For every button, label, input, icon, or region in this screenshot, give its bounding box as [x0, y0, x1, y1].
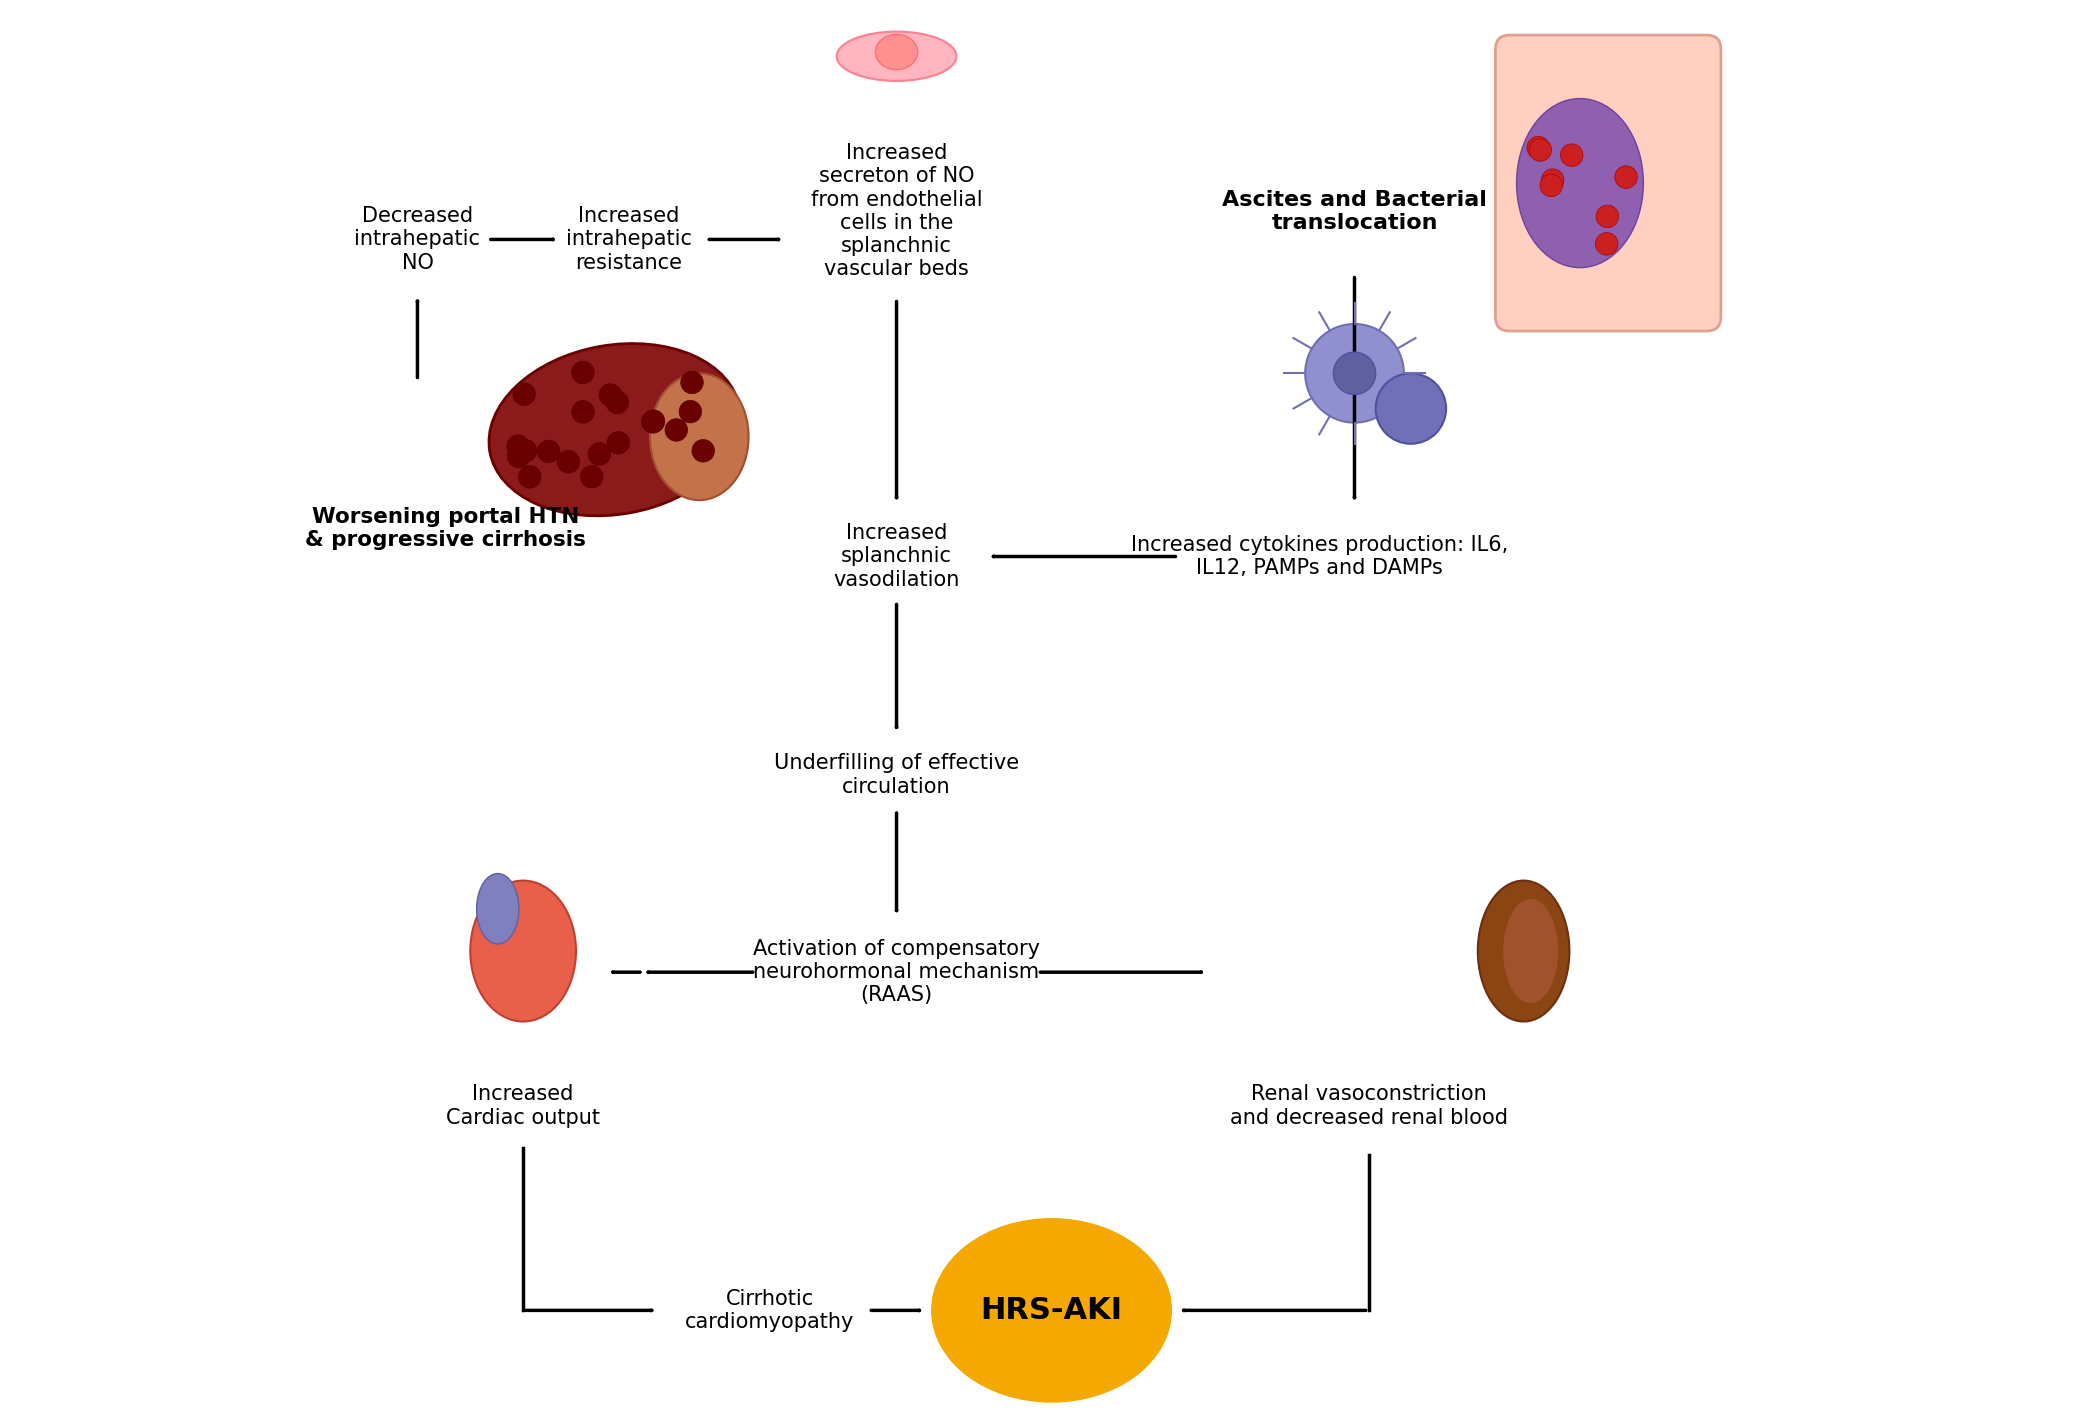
- Circle shape: [641, 411, 664, 433]
- Ellipse shape: [1502, 898, 1558, 1003]
- Text: Cirrhotic
cardiomyopathy: Cirrhotic cardiomyopathy: [685, 1289, 854, 1332]
- Circle shape: [1527, 137, 1550, 159]
- Circle shape: [581, 465, 604, 488]
- Circle shape: [691, 440, 714, 462]
- Circle shape: [608, 431, 629, 454]
- Ellipse shape: [1517, 98, 1644, 268]
- Circle shape: [514, 440, 537, 462]
- Circle shape: [641, 410, 664, 433]
- Circle shape: [508, 445, 531, 468]
- Circle shape: [1529, 138, 1552, 161]
- Ellipse shape: [476, 874, 518, 943]
- Circle shape: [572, 361, 593, 384]
- Text: Increased
secreton of NO
from endothelial
cells in the
splanchnic
vascular beds: Increased secreton of NO from endothelia…: [811, 144, 982, 279]
- Circle shape: [600, 384, 623, 407]
- Circle shape: [572, 401, 593, 423]
- Text: Decreased
intrahepatic
NO: Decreased intrahepatic NO: [355, 206, 480, 273]
- Text: Renal vasoconstriction
and decreased renal blood: Renal vasoconstriction and decreased ren…: [1230, 1084, 1508, 1127]
- Circle shape: [1596, 232, 1619, 255]
- Text: Increased
intrahepatic
resistance: Increased intrahepatic resistance: [566, 206, 691, 273]
- Circle shape: [1560, 144, 1583, 166]
- Circle shape: [1377, 373, 1446, 444]
- Circle shape: [558, 451, 579, 472]
- Circle shape: [1542, 169, 1565, 192]
- Text: Increased
splanchnic
vasodilation: Increased splanchnic vasodilation: [834, 524, 959, 589]
- Ellipse shape: [932, 1218, 1172, 1402]
- Ellipse shape: [1477, 881, 1569, 1022]
- Ellipse shape: [838, 31, 957, 81]
- Circle shape: [664, 418, 687, 441]
- Ellipse shape: [470, 881, 577, 1022]
- Circle shape: [1540, 174, 1563, 196]
- Text: Underfilling of effective
circulation: Underfilling of effective circulation: [775, 753, 1019, 797]
- Circle shape: [589, 443, 610, 465]
- Circle shape: [1596, 205, 1619, 228]
- Text: Increased
Cardiac output: Increased Cardiac output: [447, 1084, 600, 1127]
- Ellipse shape: [489, 343, 740, 515]
- Text: Increased cytokines production: IL6,
IL12, PAMPs and DAMPs: Increased cytokines production: IL6, IL1…: [1130, 535, 1508, 578]
- Circle shape: [1333, 351, 1377, 394]
- Circle shape: [537, 440, 560, 462]
- Ellipse shape: [650, 373, 748, 499]
- Circle shape: [508, 435, 529, 457]
- Circle shape: [681, 371, 704, 394]
- Circle shape: [518, 465, 541, 488]
- Circle shape: [1615, 166, 1638, 188]
- Circle shape: [512, 383, 535, 406]
- Text: HRS-AKI: HRS-AKI: [980, 1296, 1122, 1325]
- Circle shape: [679, 400, 702, 423]
- Text: Worsening portal HTN
& progressive cirrhosis: Worsening portal HTN & progressive cirrh…: [305, 507, 587, 549]
- Circle shape: [606, 391, 629, 414]
- FancyBboxPatch shape: [1496, 36, 1721, 332]
- Circle shape: [1306, 324, 1404, 423]
- Text: Ascites and Bacterial
translocation: Ascites and Bacterial translocation: [1222, 189, 1487, 233]
- Text: Activation of compensatory
neurohormonal mechanism
(RAAS): Activation of compensatory neurohormonal…: [752, 939, 1040, 1006]
- Ellipse shape: [875, 34, 917, 70]
